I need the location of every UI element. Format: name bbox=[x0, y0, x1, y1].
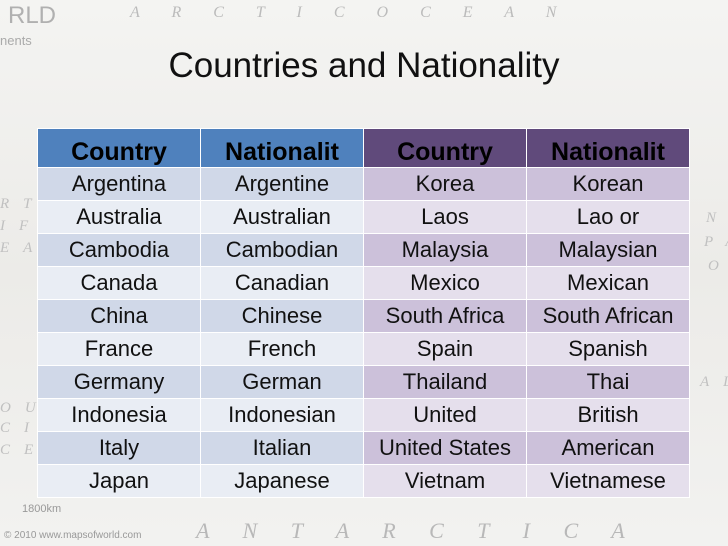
table-cell: German bbox=[200, 365, 364, 399]
table-cell: Thai bbox=[526, 365, 690, 399]
table-cell: United States bbox=[363, 431, 527, 465]
header-row: Country Nationalit Country Nationalit bbox=[37, 128, 690, 168]
table-row: Cambodia Cambodian Malaysia Malaysian bbox=[37, 233, 690, 267]
map-label: NO bbox=[706, 210, 728, 226]
table-cell: Lao or bbox=[526, 200, 690, 234]
table-cell: Canadian bbox=[200, 266, 364, 300]
table-cell: Mexico bbox=[363, 266, 527, 300]
nationality-table: Country Nationalit Country Nationalit Argent… bbox=[37, 128, 690, 498]
table-cell: Malaysia bbox=[363, 233, 527, 267]
map-label: © 2010 www.mapsofworld.com bbox=[4, 530, 142, 541]
header-cell: Nationalit bbox=[526, 128, 690, 168]
table-cell: Laos bbox=[363, 200, 527, 234]
table-cell: France bbox=[37, 332, 201, 366]
map-label: RLD bbox=[8, 2, 57, 29]
table-cell: Vietnam bbox=[363, 464, 527, 498]
header-cell: Nationalit bbox=[200, 128, 364, 168]
map-label: O bbox=[708, 258, 728, 275]
table-cell: Australian bbox=[200, 200, 364, 234]
table-cell: Argentina bbox=[37, 167, 201, 201]
table-row: France French Spain Spanish bbox=[37, 332, 690, 366]
table-cell: Spain bbox=[363, 332, 527, 366]
header-cell: Country bbox=[37, 128, 201, 168]
table-row: Argentina Argentine Korea Korean bbox=[37, 167, 690, 201]
table-cell: Indonesian bbox=[200, 398, 364, 432]
table-row: Indonesia Indonesian United British bbox=[37, 398, 690, 432]
map-label: A N T A R C T I C A bbox=[196, 518, 639, 543]
table-cell: Japanese bbox=[200, 464, 364, 498]
table-cell: South Africa bbox=[363, 299, 527, 333]
header-cell: Country bbox=[363, 128, 527, 168]
table-cell: Malaysian bbox=[526, 233, 690, 267]
table-cell: Korean bbox=[526, 167, 690, 201]
table-row: Germany German Thailand Thai bbox=[37, 365, 690, 399]
table-cell: Thailand bbox=[363, 365, 527, 399]
table-cell: Canada bbox=[37, 266, 201, 300]
slide-title: Countries and Nationality bbox=[168, 46, 560, 85]
table-row: China Chinese South Africa South African bbox=[37, 299, 690, 333]
table-row: Canada Canadian Mexico Mexican bbox=[37, 266, 690, 300]
table-cell: Italian bbox=[200, 431, 364, 465]
table-row: Italy Italian United States American bbox=[37, 431, 690, 465]
table-row: Japan Japanese Vietnam Vietnamese bbox=[37, 464, 690, 498]
table-cell: Japan bbox=[37, 464, 201, 498]
table-cell: Indonesia bbox=[37, 398, 201, 432]
map-label: ALIA bbox=[700, 374, 728, 390]
table-cell: Argentine bbox=[200, 167, 364, 201]
table-cell: United bbox=[363, 398, 527, 432]
table-cell: Cambodia bbox=[37, 233, 201, 267]
table-cell: American bbox=[526, 431, 690, 465]
table-cell: Germany bbox=[37, 365, 201, 399]
table-cell: Australia bbox=[37, 200, 201, 234]
map-label: PA bbox=[704, 234, 728, 250]
table-cell: China bbox=[37, 299, 201, 333]
table-cell: French bbox=[200, 332, 364, 366]
table-row: Australia Australian Laos Lao or bbox=[37, 200, 690, 234]
table-cell: British bbox=[526, 398, 690, 432]
table-cell: Cambodian bbox=[200, 233, 364, 267]
map-label: 1800km bbox=[22, 503, 62, 515]
table-cell: Spanish bbox=[526, 332, 690, 366]
table-cell: Chinese bbox=[200, 299, 364, 333]
map-label: A R C T I C O C E A N bbox=[130, 4, 571, 21]
table-cell: Mexican bbox=[526, 266, 690, 300]
table-cell: Italy bbox=[37, 431, 201, 465]
map-label: nents bbox=[0, 33, 32, 48]
table-cell: South African bbox=[526, 299, 690, 333]
table-cell: Vietnamese bbox=[526, 464, 690, 498]
table-cell: Korea bbox=[363, 167, 527, 201]
